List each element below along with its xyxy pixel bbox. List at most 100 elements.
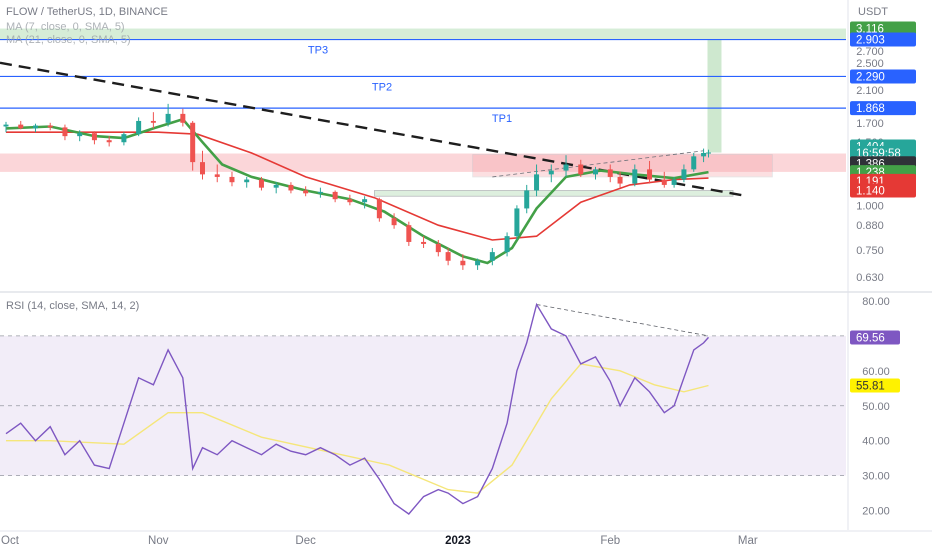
candle-body — [165, 113, 171, 123]
price-axis-label-text: 2.903 — [856, 35, 885, 47]
candle — [524, 184, 530, 214]
candle — [671, 176, 677, 188]
candle-body — [647, 169, 653, 180]
price-axis-label-text: 1.140 — [856, 185, 885, 197]
candle — [701, 148, 707, 163]
symbol-title[interactable]: FLOW / TetherUS, 1D, BINANCE — [6, 6, 168, 18]
price-axis-label: 2.903 — [850, 32, 916, 47]
price-tick-label: 0.880 — [856, 220, 884, 232]
candle — [489, 247, 495, 266]
rsi-axis-label-text: 69.56 — [856, 332, 885, 344]
tp-label: TP2 — [372, 81, 392, 93]
candle — [200, 150, 205, 180]
candle — [705, 149, 711, 158]
rsi-axis-label: 55.81 — [850, 378, 900, 393]
candle-body — [445, 252, 451, 261]
time-tick-label: Nov — [148, 535, 169, 547]
ma-slow-legend[interactable]: MA (21, close, 0, SMA, 5) — [6, 34, 131, 46]
candle — [607, 164, 613, 183]
rsi-tick-label: 50.00 — [862, 401, 890, 413]
candle-body — [200, 162, 205, 175]
candle-body — [661, 179, 667, 185]
candle-body — [617, 176, 623, 184]
candle — [632, 164, 638, 187]
candle-body — [406, 225, 412, 242]
candle-body — [475, 260, 481, 266]
candle-body — [62, 127, 68, 137]
ma-fast-legend[interactable]: MA (7, close, 0, SMA, 5) — [6, 21, 125, 33]
candle-body — [681, 169, 687, 180]
candle — [578, 159, 584, 177]
candle-body — [534, 174, 540, 191]
candle — [136, 117, 142, 137]
rsi-legend[interactable]: RSI (14, close, SMA, 14, 2) — [6, 300, 140, 312]
candle-body — [244, 179, 250, 183]
candle-body — [150, 120, 156, 123]
candle-body — [548, 170, 554, 175]
candle-body — [593, 169, 598, 175]
candle — [445, 247, 451, 266]
candle — [258, 176, 264, 191]
price-axis-label: 1.140 — [850, 183, 916, 198]
candle-body — [362, 199, 368, 203]
candle — [563, 155, 569, 177]
candle — [18, 120, 24, 130]
candle — [691, 152, 697, 172]
candle — [475, 258, 481, 270]
candle-body — [391, 218, 397, 226]
price-axis-label: 3.116 — [850, 21, 916, 36]
candle — [681, 164, 687, 183]
candle-body — [460, 260, 466, 266]
tp-label: TP3 — [308, 45, 328, 57]
candle — [460, 254, 466, 270]
candle — [391, 213, 397, 229]
candle-body — [258, 179, 264, 188]
projection-box — [707, 39, 722, 153]
candle-body — [32, 125, 38, 129]
candle-body — [632, 169, 638, 184]
ma-slow-line — [6, 131, 709, 241]
currency-label: USDT — [858, 6, 888, 18]
candle-body — [190, 122, 196, 163]
candle — [362, 196, 368, 209]
candle — [514, 205, 520, 240]
rsi-axis-label-text: 55.81 — [856, 380, 885, 392]
candle-body — [563, 164, 569, 171]
candle — [273, 182, 279, 194]
candle — [32, 123, 38, 133]
candle — [150, 112, 156, 129]
candle — [3, 121, 9, 133]
candle — [180, 108, 186, 127]
candle — [504, 232, 510, 257]
candle — [106, 136, 112, 147]
candle — [617, 171, 623, 188]
candle-body — [77, 133, 83, 137]
candle-body — [3, 124, 9, 127]
price-axis-label-bg — [850, 69, 916, 84]
candle — [347, 194, 353, 206]
candle-body — [332, 191, 338, 200]
candle — [435, 239, 441, 257]
price-axis-label-bg — [850, 101, 916, 116]
price-tick-label: 1.700 — [856, 118, 884, 130]
candle-body — [121, 134, 127, 143]
candle — [661, 171, 667, 188]
price-axis-label-bg — [850, 21, 916, 36]
candle — [332, 190, 338, 203]
candle-body — [524, 190, 530, 209]
candle — [288, 182, 294, 194]
candle — [534, 164, 540, 197]
price-axis-label: 1.868 — [850, 101, 916, 116]
candle — [421, 236, 427, 248]
time-tick-label: Feb — [600, 535, 620, 547]
candle — [229, 171, 235, 187]
candle — [91, 131, 97, 145]
rsi-tick-label: 30.00 — [862, 471, 890, 483]
candle-body — [705, 152, 711, 154]
tp-label: TP1 — [492, 113, 512, 125]
candle-body — [376, 199, 382, 219]
candle-body — [106, 140, 112, 143]
time-tick-label: Mar — [738, 535, 758, 547]
candle-body — [47, 125, 53, 128]
